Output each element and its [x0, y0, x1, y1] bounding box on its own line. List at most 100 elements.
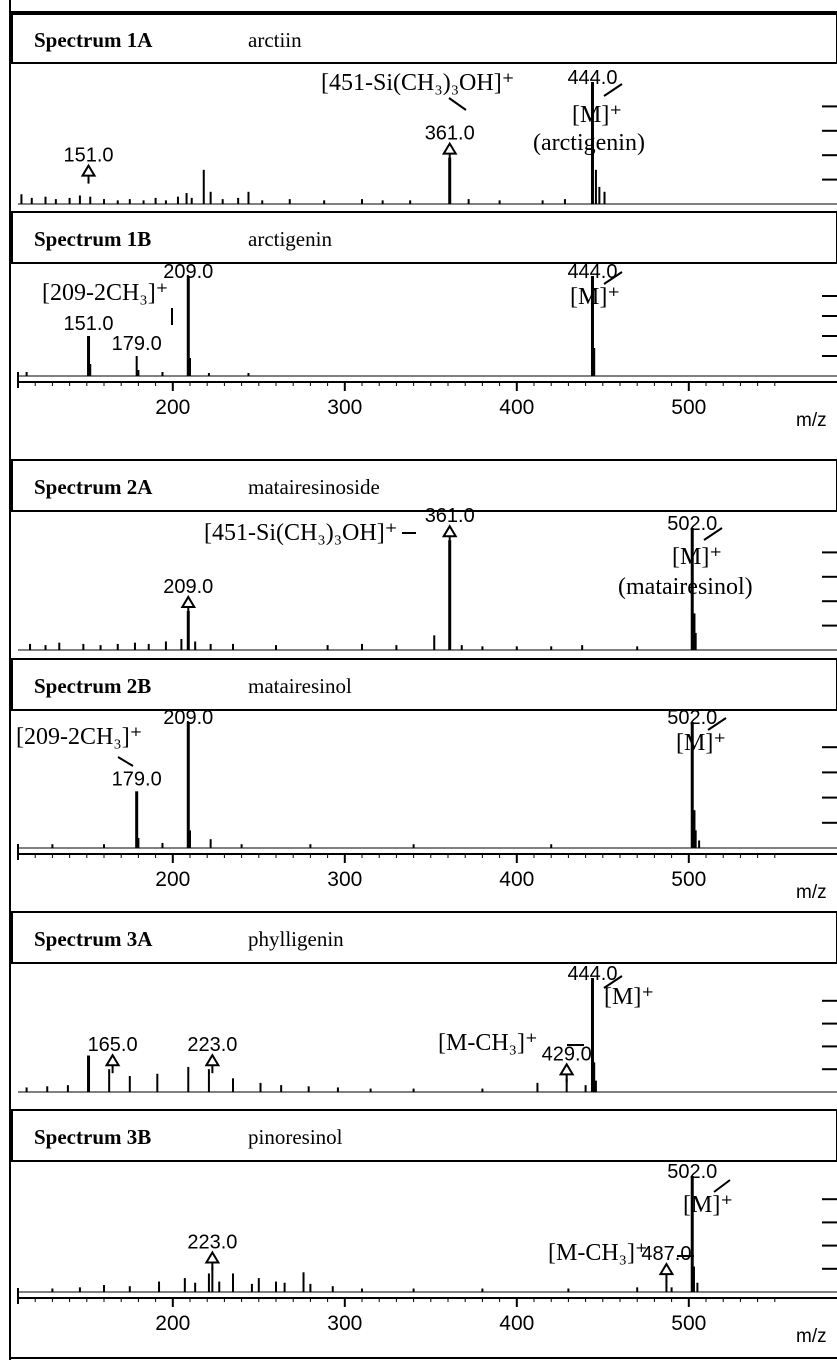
peak-label-151: 151.0 — [63, 145, 113, 167]
spectrum-1a-annotation-loss: [451-Si(CH₃)₃OH]⁺ — [321, 70, 514, 96]
peak-arrow-223 — [204, 1053, 221, 1067]
spectrum-3b-annotation-molecular-ion: [M]⁺ — [683, 1192, 733, 1218]
peak-label-179: 179.0 — [112, 333, 162, 355]
x-tick-label-500: 500 — [671, 396, 706, 419]
peak-arrow-165 — [104, 1053, 121, 1067]
spectrum-3b-panel: Spectrum 3B pinoresinol 223.0487.0502.0 … — [11, 1109, 837, 1293]
peak-label-209: 209.0 — [163, 707, 213, 729]
peak-label-502: 502.0 — [667, 1161, 717, 1183]
spectrum-2b-header-box — [11, 658, 837, 711]
spectrum-1a-compound-label: arctiin — [248, 28, 302, 52]
peak-label-361: 361.0 — [425, 505, 475, 527]
x-tick-label-200: 200 — [155, 396, 190, 419]
x-tick-label-300: 300 — [327, 868, 362, 891]
spectrum-2b-annotation-molecular-ion: [M]⁺ — [676, 730, 726, 756]
x-tick-label-200: 200 — [155, 868, 190, 891]
peak-label-209: 209.0 — [163, 261, 213, 283]
x-tick-label-200: 200 — [155, 1312, 190, 1335]
x-axis-unit: m/z — [796, 1326, 827, 1347]
spectrum-1a-pointer-361 — [448, 97, 467, 111]
spectrum-2b-plot: 179.0 209.0 502.0 — [18, 707, 837, 849]
peak-arrow-151 — [80, 163, 97, 177]
peak-label-444: 444.0 — [567, 67, 617, 89]
peak-label-151: 151.0 — [63, 313, 113, 335]
peak-label-223: 223.0 — [187, 1034, 237, 1056]
spectrum-1a-pointer-m — [603, 83, 623, 97]
peak-label-502: 502.0 — [667, 707, 717, 729]
x-tick-label-400: 400 — [499, 1312, 534, 1335]
spectrum-2a-annotation-molecular-ion: [M]⁺ — [672, 544, 722, 570]
spectrum-2b-id-label: Spectrum 2B — [34, 674, 151, 698]
peak-label-361: 361.0 — [425, 123, 475, 145]
peak-label-444: 444.0 — [567, 261, 617, 283]
x-tick-label-400: 400 — [499, 868, 534, 891]
peak-label-179: 179.0 — [112, 768, 162, 790]
spectrum-1b-id-label: Spectrum 1B — [34, 227, 151, 251]
peak-label-429: 429.0 — [542, 1043, 592, 1065]
spectrum-1b-compound-label: arctigenin — [248, 227, 332, 251]
spectrum-2-x-axis: 200 300 400 500 m/z — [17, 844, 837, 903]
spectrum-2a-annotation-aglycone: (matairesinol) — [618, 574, 753, 600]
spectrum-3b-id-label: Spectrum 3B — [34, 1125, 151, 1149]
peak-label-502: 502.0 — [667, 513, 717, 535]
spectrum-1a-annotation-aglycone: (arctigenin) — [533, 130, 645, 156]
spectrum-2a-plot: 209.0 361.0 502.0 — [18, 505, 837, 651]
spectrum-2a-panel: Spectrum 2A matairesinoside 209.0 361.0 50… — [11, 459, 837, 651]
x-tick-label-500: 500 — [671, 1312, 706, 1335]
spectrum-3-x-axis: 200 300 400 500 m/z — [17, 1288, 837, 1347]
spectrum-1a-plot: 151.0 361.0 444.0 — [18, 67, 837, 205]
spectrum-3b-annotation-loss: [M-CH₃]⁺ — [548, 1240, 648, 1266]
peak-arrow-209 — [180, 595, 197, 608]
peak-arrow-487 — [658, 1262, 675, 1276]
spectrum-3a-annotation-molecular-ion: [M]⁺ — [604, 984, 654, 1010]
spectrum-3b-header-box — [11, 1109, 837, 1162]
x-tick-label-300: 300 — [327, 1312, 362, 1335]
x-tick-label-500: 500 — [671, 868, 706, 891]
spectrum-2b-pointer-179 — [117, 756, 134, 767]
spectrum-1a-id-label: Spectrum 1A — [34, 28, 153, 52]
peak-arrow-361 — [441, 141, 458, 155]
spectrum-3b-pointer-m — [713, 1179, 731, 1193]
spectrum-2b-compound-label: matairesinol — [248, 674, 352, 698]
spectrum-2a-header-box — [11, 459, 837, 512]
peak-label-165: 165.0 — [88, 1034, 138, 1056]
peak-label-223: 223.0 — [187, 1231, 237, 1253]
spectrum-2b-annotation-fragment: [209-2CH₃]⁺ — [16, 724, 142, 750]
spectrum-3a-id-label: Spectrum 3A — [34, 927, 153, 951]
peak-arrow-429 — [558, 1062, 575, 1076]
peak-arrow-223 — [204, 1250, 221, 1264]
spectrum-3a-pointer-m — [603, 975, 623, 989]
x-tick-label-400: 400 — [499, 396, 534, 419]
spectrum-1b-annotation-molecular-ion: [M]⁺ — [570, 284, 620, 310]
spectrum-3a-compound-label: phylligenin — [248, 927, 344, 951]
spectrum-1b-annotation-fragment: [209-2CH₃]⁺ — [42, 280, 168, 306]
x-axis-unit: m/z — [796, 410, 827, 431]
peak-label-444: 444.0 — [567, 963, 617, 985]
peak-label-209: 209.0 — [163, 576, 213, 598]
x-axis-unit: m/z — [796, 882, 827, 903]
spectrum-3a-plot: 165.0 223.0 429.0 444.0 — [18, 963, 837, 1093]
spectrum-3b-compound-label: pinoresinol — [248, 1125, 343, 1149]
spectrum-2b-pointer-m — [707, 717, 727, 731]
spectrum-3a-panel: Spectrum 3A phylligenin 165.0 223.0 429.0 4… — [11, 911, 837, 1093]
spectrum-3a-annotation-loss: [M-CH₃]⁺ — [438, 1030, 538, 1056]
spectrum-1-x-axis: 200 300 400 500 m/z — [17, 372, 837, 431]
spectrum-1b-pointer-m — [603, 271, 623, 285]
spectrum-1b-header-box — [11, 211, 837, 264]
spectrum-2b-panel: Spectrum 2B matairesinol 179.0 209.0 502.0… — [11, 658, 837, 849]
spectrum-3b-plot: 223.0 487.0 502.0 — [18, 1161, 837, 1293]
spectrum-2a-compound-label: matairesinoside — [248, 475, 380, 499]
x-tick-label-300: 300 — [327, 396, 362, 419]
spectrum-1a-panel: Spectrum 1A arctiin 151.0 361.0 444.0 [451… — [11, 13, 837, 205]
spectrum-2a-id-label: Spectrum 2A — [34, 475, 153, 499]
spectrum-1a-annotation-molecular-ion: [M]⁺ — [572, 102, 622, 128]
peak-arrow-361 — [441, 524, 458, 538]
spectrum-3a-header-box — [11, 911, 837, 964]
spectrum-2a-pointer-m — [703, 527, 723, 541]
peak-label-487: 487.0 — [641, 1243, 691, 1265]
spectrum-2a-annotation-loss: [451-Si(CH₃)₃OH]⁺ — [204, 520, 397, 546]
spectrum-1a-header-box — [11, 13, 837, 64]
